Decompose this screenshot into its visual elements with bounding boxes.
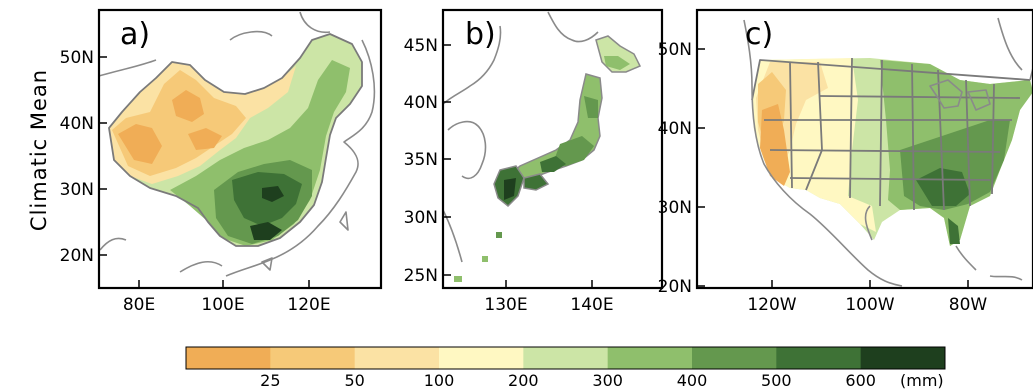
colorbar-swatch <box>523 347 609 369</box>
usa-hyperarid-zone <box>760 104 790 186</box>
ytick-label: 45N <box>404 36 438 56</box>
colorbar-tick-label: 200 <box>508 371 539 390</box>
colorbar-swatch <box>270 347 356 369</box>
taiwan-hainan-outline <box>261 211 349 271</box>
panel-c-xaxis: 120W 100W 80W <box>747 280 987 315</box>
us-state-borders <box>751 57 1031 211</box>
ytick-label: 50N <box>658 40 692 60</box>
colorbar-swatch <box>776 347 862 369</box>
china-border <box>108 33 363 247</box>
panel-b-xaxis: 130E 140E <box>484 280 614 315</box>
ytick-label: 40N <box>658 119 692 139</box>
china-precip-map <box>99 11 376 277</box>
panel-a-xaxis: 80E 100E 120E <box>123 280 331 315</box>
colorbar-swatch <box>354 347 440 369</box>
kyushu-wettest <box>504 178 516 200</box>
asia-coastline <box>99 11 376 277</box>
xtick-label: 100E <box>201 295 244 315</box>
colorbar-tick-label: 400 <box>677 371 708 390</box>
panel-c-yaxis: 50N 40N 30N 20N <box>658 40 705 297</box>
panel-a: a) 50N 40N 30N 20N 80E 100E 120E <box>60 8 383 315</box>
russia-coastline <box>547 11 599 43</box>
ytick-label: 30N <box>404 208 438 228</box>
honshu-very-wet <box>552 96 598 166</box>
colorbar-ticks: 25 50 100 200 300 400 500 600 <box>260 371 876 390</box>
colorbar-swatch <box>607 347 693 369</box>
xtick-label: 80W <box>949 295 988 315</box>
ryukyu-island <box>454 276 462 282</box>
shikoku <box>523 173 550 191</box>
xtick-label: 80E <box>123 295 155 315</box>
panel-b-letter: b) <box>465 17 496 52</box>
hokkaido-wet <box>604 56 630 70</box>
ytick-label: 20N <box>658 277 692 297</box>
panel-b: b) 45N 40N 35N 30N 25N 130E 140E <box>404 8 664 315</box>
colorbar-tick-label: 100 <box>424 371 455 390</box>
panel-c: c) 50N 40N 30N 20N 120W 100W 80W <box>658 8 1033 315</box>
colorbar-swatch <box>186 347 271 369</box>
xtick-label: 120W <box>747 295 796 315</box>
panel-b-frame <box>441 8 664 290</box>
colorbar-swatch <box>439 347 524 369</box>
colorbar-tick-label: 300 <box>592 371 623 390</box>
colorbar-swatches <box>186 347 946 369</box>
panel-a-frame <box>97 8 383 290</box>
xtick-label: 130E <box>484 295 527 315</box>
colorbar-tick-label: 25 <box>260 371 280 390</box>
panel-a-letter: a) <box>120 17 150 52</box>
japan-precip-map <box>443 11 642 282</box>
korea-coastline <box>443 25 502 180</box>
ryukyu-island <box>482 256 488 262</box>
ryukyu-island <box>496 232 502 238</box>
colorbar-unit: (mm) <box>900 371 944 390</box>
great-lakes <box>929 79 991 111</box>
colorbar-tick-label: 500 <box>761 371 792 390</box>
colorbar-swatch <box>860 347 946 369</box>
row-label: Climatic Mean <box>27 69 51 231</box>
colorbar-tick-label: 50 <box>344 371 364 390</box>
panel-b-yaxis: 45N 40N 35N 30N 25N <box>404 36 451 286</box>
ytick-label: 30N <box>658 198 692 218</box>
xtick-label: 140E <box>570 295 613 315</box>
colorbar-swatch <box>692 347 777 369</box>
ytick-label: 40N <box>60 114 94 134</box>
ytick-label: 40N <box>404 93 438 113</box>
panel-a-yaxis: 50N 40N 30N 20N <box>60 48 107 266</box>
colorbar-frame <box>185 346 946 370</box>
xtick-label: 120E <box>287 295 330 315</box>
panel-c-frame <box>695 8 1033 290</box>
colorbar: 25 50 100 200 300 400 500 600 (mm) <box>185 346 946 390</box>
ytick-label: 35N <box>404 150 438 170</box>
shanghai-coast <box>443 209 463 263</box>
ytick-label: 30N <box>60 180 94 200</box>
panel-c-letter: c) <box>745 17 773 52</box>
ytick-label: 50N <box>60 48 94 68</box>
honshu-wettest <box>540 156 566 172</box>
usa-precip-map <box>743 17 1033 287</box>
xtick-label: 100W <box>845 295 894 315</box>
china-hyperarid-zone <box>118 90 222 164</box>
ytick-label: 25N <box>404 266 438 286</box>
north-america-coastline <box>743 17 1033 287</box>
colorbar-tick-label: 600 <box>845 371 876 390</box>
china-wettest-zone <box>250 186 284 240</box>
ytick-label: 20N <box>60 246 94 266</box>
